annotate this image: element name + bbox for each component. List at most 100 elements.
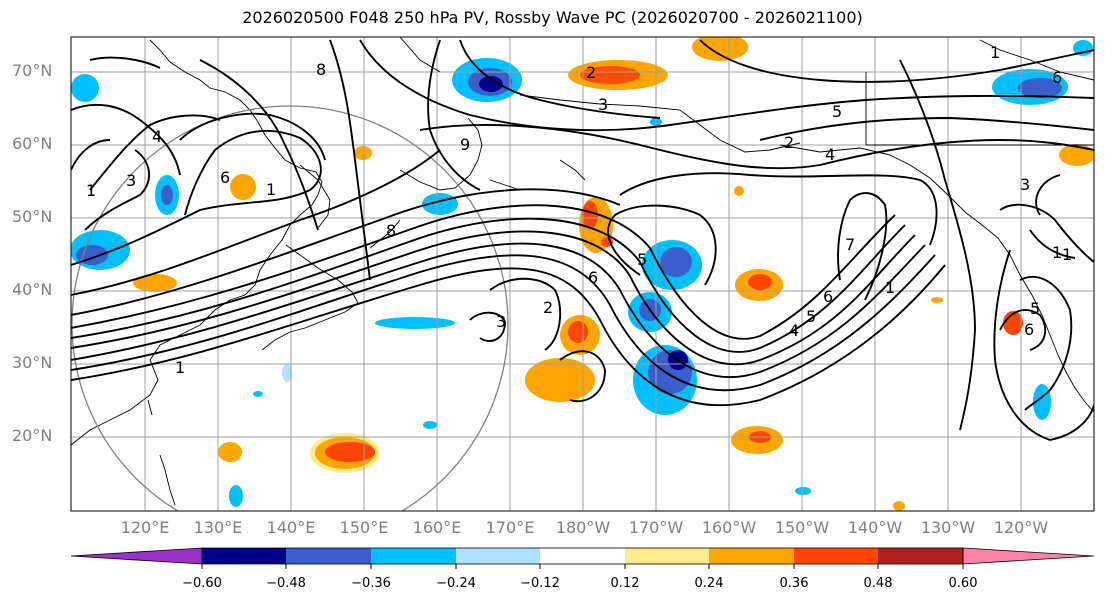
lon-label: 160°E [412,518,462,537]
contour-label: 3 [126,171,136,190]
lat-label: 20°N [12,426,53,445]
colorbar-swatch [286,548,371,564]
colorbar-swatch [709,548,794,564]
contour-label: 5 [806,307,816,326]
colorbar-swatch [371,548,456,564]
pos-anomaly-core [325,442,375,462]
contour-label: 5 [1030,299,1040,318]
contour-label: 1 [885,278,895,297]
lat-label: 50°N [12,207,53,226]
neg-anomaly-patch [253,391,263,397]
neg-anomaly-patch [795,487,811,495]
colorbar-tick-label: 0.12 [610,576,640,591]
contour-label: 6 [220,168,230,187]
pos-anomaly-patch [1059,144,1094,166]
pv-contours [71,39,1094,441]
pos-anomaly-patch [692,37,748,61]
colorbar-swatch [625,548,709,564]
contour-label: 2 [543,298,553,317]
colorbar-swatch [878,548,963,564]
colorbar-extend-low [70,547,203,565]
lon-label: 150°E [339,518,389,537]
pos-anomaly-patch [218,442,242,462]
pos-anomaly-core [582,201,598,229]
contour-label: 5 [637,250,647,269]
lon-label: 170°W [628,518,684,537]
colorbar-swatch [540,548,625,564]
colorbar-tick-label: 0.48 [863,576,893,591]
contour-label: 1 [1062,245,1072,264]
contour-label: 1 [1052,243,1062,262]
lon-label: 170°E [485,518,535,537]
colorbar-frame [201,547,964,565]
lon-label: 140°E [266,518,316,537]
neg-anomaly-core [479,76,503,92]
neg-anomaly-core [660,247,692,277]
lon-label: 130°W [920,518,976,537]
contour-label: 3 [496,312,506,331]
pos-anomaly-patch [354,146,372,160]
pos-anomaly-patch [133,274,177,292]
colorbar-swatch [202,548,286,564]
colorbar-tick-label: 0.60 [948,576,978,591]
colorbar [70,547,1095,569]
contour-label: 6 [823,287,833,306]
contour-label: 2 [784,133,794,152]
contour-label: 2 [586,63,596,82]
pos-anomaly-core [568,321,588,343]
contour-label: 1 [266,180,276,199]
pos-anomaly-patch [893,501,905,511]
pos-anomaly-patch [525,358,595,402]
neg-anomaly-core [161,185,173,205]
colorbar-tick-label: −0.12 [520,576,560,591]
neg-anomaly-patch [229,485,243,507]
lat-label: 40°N [12,280,53,299]
contour-labels: 8 5 4 3 2 1 1 3 2 6 5 6 1 8 7 6 5 4 1 4 … [86,43,1072,377]
contour-label: 4 [789,321,799,340]
lon-label: 130°E [193,518,243,537]
lon-label: 140°W [847,518,903,537]
map-title: 2026020500 F048 250 hPa PV, Rossby Wave … [242,8,863,27]
contour-label: 3 [1020,175,1030,194]
contour-label: 8 [386,221,396,240]
colorbar-swatch [456,548,540,564]
neg-anomaly-core [1018,78,1062,98]
contour-label: 4 [152,127,162,146]
lon-label: 160°W [701,518,757,537]
lon-label: 180°W [555,518,611,537]
contour-label: 7 [845,235,855,254]
contour-label: 6 [588,268,598,287]
contour-label: 3 [598,95,608,114]
contour-label: 1 [990,43,1000,62]
colorbar-tick-label: −0.60 [182,576,222,591]
pos-anomaly-patch [734,186,744,196]
lon-label: 150°W [774,518,830,537]
colorbar-tick-label: 0.24 [694,576,724,591]
colorbar-tick-label: −0.36 [351,576,391,591]
neg-anomaly-patch [282,364,292,382]
contour-label: 1 [86,181,96,200]
neg-anomaly-patch [375,317,455,329]
contour-label: 6 [1024,320,1034,339]
lat-label: 70°N [12,61,53,80]
contour-label: 9 [460,135,470,154]
colorbar-tick-label: −0.24 [436,576,476,591]
neg-anomaly-patch [423,421,437,429]
contour-label: 1 [175,358,185,377]
colorbar-extend-high [962,547,1095,565]
colorbar-tick-label: 0.36 [779,576,809,591]
map-frame [70,36,1095,512]
colorbar-ticks [201,564,964,569]
lon-label: 120°E [120,518,170,537]
lon-label: 120°W [993,518,1049,537]
contour-label: 4 [825,145,835,164]
pos-anomaly-patch [931,297,943,303]
pos-anomaly-core [748,274,772,290]
region-circle [71,105,509,511]
coastlines [71,37,1094,506]
colorbar-swatch [794,548,878,564]
colorbar-tick-label: −0.48 [266,576,306,591]
neg-anomaly-patch [71,74,99,102]
contour-label: 8 [316,60,326,79]
